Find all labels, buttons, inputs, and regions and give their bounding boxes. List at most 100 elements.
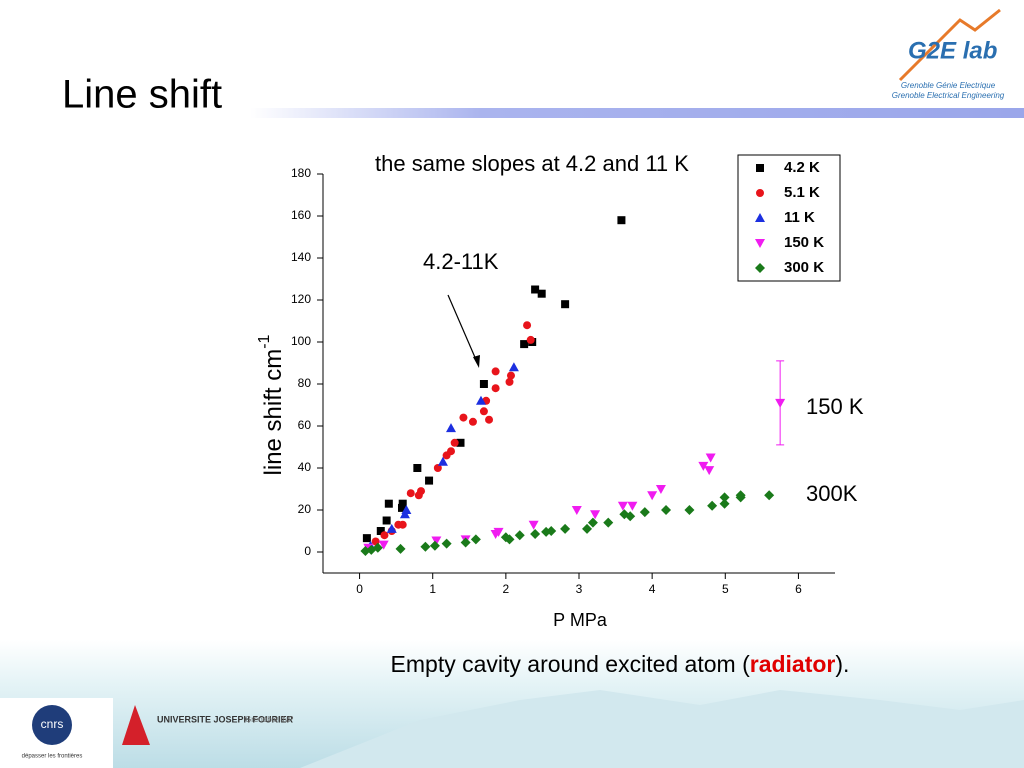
y-tick-label: 80 — [298, 376, 312, 390]
point — [625, 511, 636, 522]
point — [468, 417, 477, 426]
point — [775, 398, 786, 408]
caption-text: Empty cavity around excited atom ( — [391, 651, 751, 677]
point — [433, 464, 442, 472]
y-tick-label: 160 — [291, 208, 311, 222]
point — [459, 413, 468, 422]
point — [401, 505, 412, 514]
point — [764, 490, 775, 501]
point — [398, 520, 407, 529]
y-axis-label-text: line shift cm — [260, 349, 287, 476]
point — [528, 520, 539, 530]
legend-marker — [755, 239, 765, 248]
point — [719, 492, 730, 503]
point — [505, 377, 514, 386]
cnrs-name: cnrs — [41, 717, 64, 731]
point — [395, 543, 406, 554]
caption: Empty cavity around excited atom (radiat… — [391, 651, 850, 677]
point — [508, 362, 519, 372]
point — [384, 499, 393, 508]
cnrs-logo — [32, 705, 72, 745]
caption-text: ). — [835, 651, 849, 677]
y-tick-label: 40 — [298, 460, 312, 474]
point — [382, 516, 391, 525]
point — [530, 528, 541, 539]
point — [561, 300, 570, 309]
point — [437, 456, 448, 466]
point — [735, 490, 746, 501]
logo: G2E lab Grenoble Génie Electrique Grenob… — [892, 8, 1005, 100]
point — [491, 367, 500, 376]
point — [647, 491, 658, 501]
legend-marker — [756, 164, 764, 172]
y-axis-label: line shift cm-1 — [256, 334, 287, 475]
point — [493, 527, 504, 537]
mountains — [300, 690, 1024, 768]
point — [705, 453, 716, 463]
caption-highlight: radiator — [750, 651, 836, 677]
point — [425, 476, 434, 485]
point — [719, 498, 730, 509]
point — [406, 489, 415, 498]
point — [504, 534, 515, 545]
x-tick-label: 1 — [429, 582, 436, 596]
point — [376, 527, 385, 535]
point — [590, 510, 601, 520]
x-tick-label: 0 — [356, 582, 363, 596]
point — [698, 461, 709, 471]
point — [479, 407, 488, 416]
annotation: 150 K — [806, 394, 864, 419]
x-axis-label: P MPa — [553, 610, 608, 630]
point — [617, 501, 628, 511]
y-axis-label-sup: -1 — [256, 334, 273, 348]
x-tick-label: 2 — [503, 582, 510, 596]
slide-title: Line shift — [62, 73, 222, 117]
point — [603, 517, 614, 528]
legend-marker — [755, 263, 765, 273]
y-tick-label: 120 — [291, 292, 311, 306]
point — [617, 216, 626, 225]
point — [684, 505, 695, 515]
arrow — [447, 294, 478, 363]
point — [398, 499, 407, 508]
point — [514, 530, 525, 541]
y-tick-label: 0 — [304, 544, 311, 558]
point — [537, 289, 546, 298]
point — [397, 503, 406, 512]
point — [655, 485, 666, 494]
point — [707, 500, 718, 511]
point — [372, 542, 383, 553]
legend-label: 5.1 K — [784, 184, 820, 201]
point — [639, 507, 650, 518]
logo-line: Grenoble Electrical Engineering — [892, 91, 1005, 100]
point — [704, 466, 715, 476]
inp-name: Grenoble INP — [245, 715, 293, 724]
point — [470, 534, 481, 545]
point — [420, 541, 431, 552]
point — [362, 534, 371, 543]
x-tick-label: 5 — [722, 582, 729, 596]
point — [560, 523, 571, 534]
point — [447, 447, 455, 456]
legend-box — [737, 154, 841, 282]
point — [456, 438, 465, 447]
point — [523, 321, 532, 330]
annotation: 300K — [806, 481, 858, 506]
point — [587, 517, 598, 528]
arrow-head — [473, 355, 480, 368]
point — [479, 380, 488, 388]
cnrs-motto: dépasser les frontières — [22, 754, 83, 760]
x-tick-label: 3 — [576, 582, 583, 596]
chart: 0 20 40 60 80 100 120 140 160 180 0 1 2 3 4 5 6 4.2 K 5.1 … — [291, 154, 841, 596]
title-bar — [250, 108, 1024, 118]
point — [441, 538, 452, 549]
ujf-logo — [122, 705, 150, 745]
point — [446, 423, 456, 433]
legend-label: 150 K — [784, 234, 824, 251]
point — [386, 523, 397, 533]
legend-marker — [755, 213, 765, 222]
legend-label: 11 K — [784, 209, 815, 226]
chart-title: the same slopes at 4.2 and 11 K — [375, 151, 689, 176]
point — [531, 285, 540, 294]
